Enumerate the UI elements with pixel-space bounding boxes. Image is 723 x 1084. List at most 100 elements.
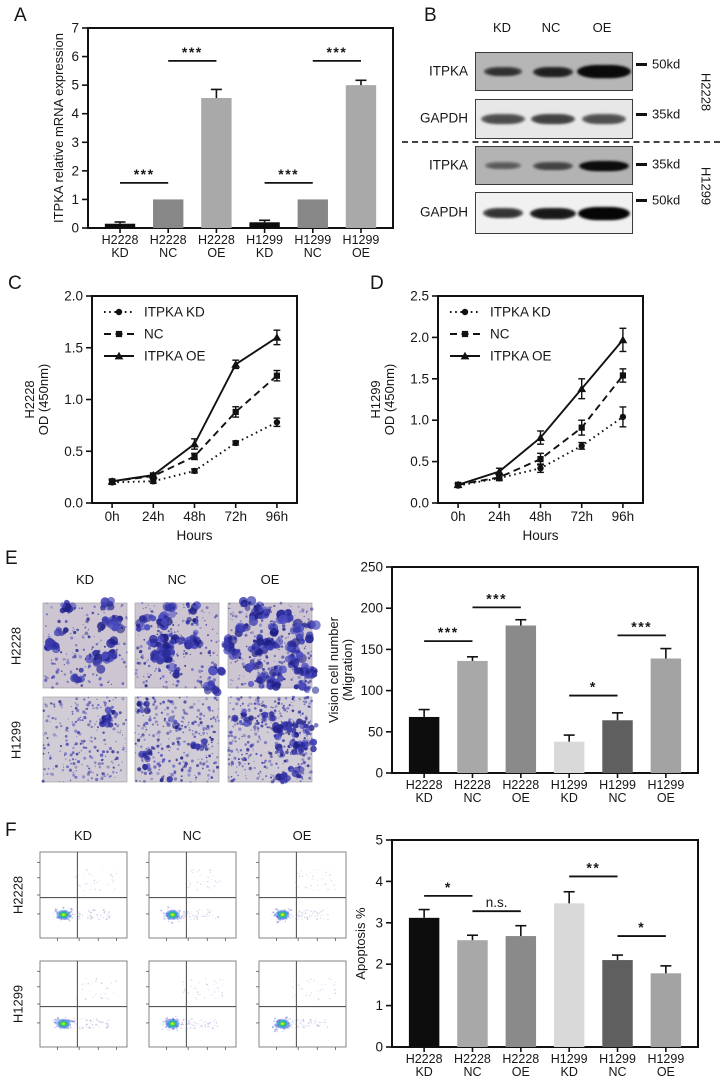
- cell-dot: [66, 680, 69, 683]
- scatter-dot: [314, 915, 317, 918]
- cell-dot: [278, 660, 281, 664]
- scatter-dot: [68, 1021, 70, 1023]
- scatter-dot: [217, 987, 219, 989]
- cell-dot: [115, 740, 117, 743]
- cell-dot: [180, 634, 182, 636]
- cell-clump: [136, 702, 142, 707]
- protein-band-core: [534, 209, 572, 218]
- scatter-dot: [196, 910, 198, 912]
- cell-dot: [106, 696, 109, 699]
- cell-clump: [275, 724, 281, 729]
- scatter-dot: [294, 1020, 296, 1021]
- scatter-dot: [214, 1018, 216, 1021]
- cell-dot: [293, 637, 295, 639]
- x-cat-line2: KD: [415, 791, 432, 805]
- scatter-dot: [73, 1018, 76, 1020]
- cell-dot: [244, 768, 246, 771]
- scatter-dot: [85, 1024, 88, 1026]
- cell-clump: [195, 639, 204, 648]
- legend-label: ITPKA KD: [144, 305, 205, 320]
- cell-dot: [87, 696, 90, 699]
- cell-clump: [99, 718, 103, 722]
- cell-dot: [305, 734, 309, 737]
- cell-dot: [161, 758, 165, 762]
- cell-dot: [172, 764, 176, 768]
- cell-dot: [89, 654, 92, 658]
- blot-image-2: [475, 146, 633, 185]
- scatter-dot: [216, 889, 218, 891]
- protein-band-core: [582, 208, 626, 219]
- scatter-dot: [168, 1019, 170, 1021]
- cell-dot: [271, 637, 274, 641]
- cell-dot: [86, 703, 90, 707]
- marker-triangle: [577, 384, 587, 393]
- scatter-dot: [201, 1025, 203, 1027]
- cell-dot: [50, 702, 53, 705]
- scatter-dot: [70, 907, 73, 910]
- cell-dot: [257, 730, 259, 732]
- cell-dot: [120, 730, 122, 732]
- cell-dot: [297, 675, 301, 679]
- scatter-dot: [96, 1023, 98, 1025]
- cell-dot: [91, 704, 94, 707]
- x-cat-line1: H1299: [551, 1052, 588, 1066]
- cell-dot: [280, 661, 284, 665]
- scatter-dot: [191, 1023, 193, 1026]
- cell-dot: [230, 749, 234, 753]
- scatter-dot: [302, 1020, 304, 1022]
- cell-dot: [74, 720, 78, 724]
- scatter-dot: [86, 870, 88, 872]
- cell-dot: [63, 663, 66, 666]
- cell-dot: [65, 728, 68, 732]
- scatter-dot: [328, 877, 330, 879]
- cell-clump: [159, 778, 164, 783]
- cell-dot: [175, 737, 180, 741]
- y-tick-label: 1.0: [64, 392, 83, 407]
- scatter-dot: [77, 911, 80, 913]
- bar-h2228-kd: [408, 716, 440, 773]
- y-tick-label: 5: [71, 78, 79, 93]
- cell-dot: [108, 700, 111, 702]
- cell-dot: [55, 725, 59, 729]
- scatter-dot: [70, 1024, 72, 1026]
- cell-dot: [260, 709, 262, 711]
- cell-dot: [170, 632, 173, 635]
- cell-dot: [232, 726, 234, 728]
- scatter-dot: [306, 909, 308, 911]
- cell-dot: [299, 780, 302, 783]
- cell-dot: [91, 672, 95, 676]
- cell-dot: [123, 642, 126, 646]
- scatter-dot: [289, 915, 291, 917]
- scatter-dot: [206, 880, 209, 883]
- cell-dot: [166, 706, 170, 710]
- sig-label: **: [586, 859, 600, 875]
- cell-dot: [63, 766, 65, 768]
- cell-clump: [192, 618, 197, 623]
- cell-clump: [142, 764, 149, 770]
- marker-square: [115, 330, 123, 338]
- scatter-dot: [287, 1024, 290, 1027]
- x-cat-line2: OE: [512, 1065, 530, 1079]
- cell-dot: [282, 627, 286, 631]
- scatter-dot: [288, 1026, 291, 1029]
- cell-dot: [46, 772, 49, 776]
- cell-dot: [281, 726, 284, 729]
- scatter-dot: [167, 1028, 169, 1031]
- cell-dot: [293, 665, 296, 668]
- cell-dot: [271, 683, 274, 687]
- scatter-dot: [104, 910, 106, 913]
- y-tick-label: 7: [71, 21, 79, 36]
- cell-dot: [166, 666, 169, 668]
- cell-dot: [191, 732, 195, 736]
- cell-dot: [56, 650, 58, 652]
- migration-image-h2228-oe: [221, 596, 321, 694]
- cell-dot: [291, 709, 295, 713]
- scatter-dot: [206, 886, 209, 888]
- scatter-dot: [307, 876, 309, 878]
- cell-clump: [278, 614, 288, 625]
- scatter-dot: [103, 909, 105, 911]
- cell-dot: [161, 639, 163, 641]
- cell-dot: [249, 725, 251, 727]
- cell-dot: [187, 721, 190, 724]
- scatter-dot: [182, 991, 185, 993]
